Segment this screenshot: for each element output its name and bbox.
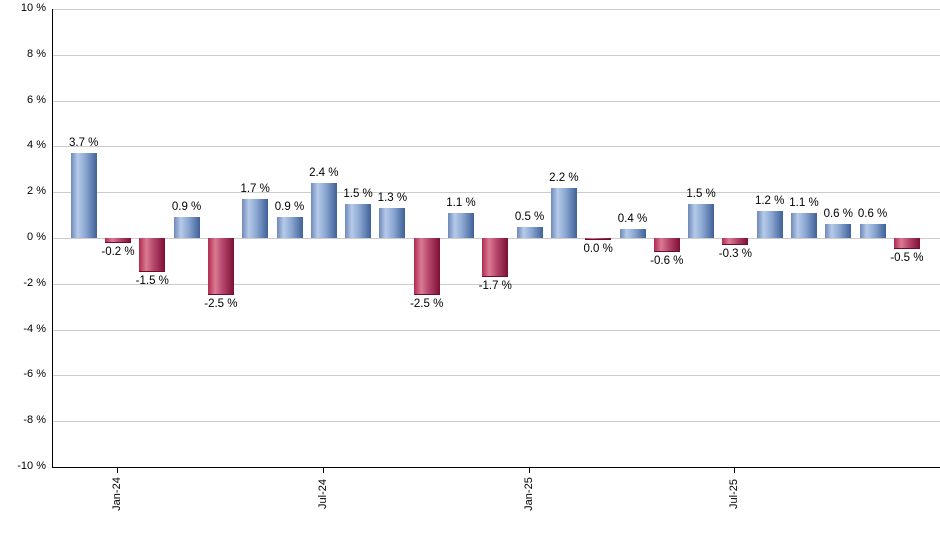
gridline-8 bbox=[53, 54, 940, 56]
bar-May-25 bbox=[653, 238, 680, 252]
y-axis-tick-label: 6 % bbox=[27, 93, 46, 106]
gridline--6 bbox=[53, 375, 940, 377]
gridline-6 bbox=[53, 100, 940, 102]
bar-value-label-Jul-24: 2.4 % bbox=[309, 167, 339, 180]
bar-value-label-May-25: -0.6 % bbox=[650, 254, 684, 267]
bar-value-label-Apr-24: -2.5 % bbox=[204, 298, 238, 311]
gridline-2 bbox=[53, 192, 940, 194]
y-axis-tick-label: 8 % bbox=[27, 47, 46, 60]
bar-Nov-24 bbox=[448, 212, 474, 238]
bar-value-label-May-24: 1.7 % bbox=[240, 183, 270, 196]
x-axis-tick-label-Jan-25: Jan-25 bbox=[522, 477, 535, 511]
bar-value-label-Oct-24: -2.5 % bbox=[410, 298, 444, 311]
bar-value-label-Mar-25: 0.0 % bbox=[583, 243, 613, 255]
bar-Jun-24 bbox=[276, 217, 303, 238]
bar-value-label-Sep-24: 1.3 % bbox=[377, 192, 408, 205]
gridline--2 bbox=[53, 283, 940, 285]
y-axis-tick-label: -4 % bbox=[23, 322, 46, 335]
bar-value-label-Jul-25: -0.3 % bbox=[718, 247, 753, 260]
bar-Mar-25 bbox=[585, 238, 612, 240]
bar-Aug-24 bbox=[345, 203, 372, 238]
y-axis-tick-label: -8 % bbox=[23, 414, 46, 427]
bar-Oct-25 bbox=[825, 224, 852, 238]
y-axis-tick-label: 10 % bbox=[20, 2, 46, 14]
bar-value-label-Feb-24: -1.5 % bbox=[135, 275, 169, 288]
y-axis-tick-label: -10 % bbox=[17, 460, 46, 472]
bar-Jun-25 bbox=[688, 203, 715, 238]
bar-value-label-Jan-24: -0.2 % bbox=[101, 245, 135, 258]
bar-value-label-Jun-24: 0.9 % bbox=[274, 201, 305, 214]
plot-area: 3.7 % -0.2 % -1.5 % 0.9 % -2.5 % 1.7 % 0.9 % 2.… bbox=[52, 9, 940, 468]
bar-Jul-24 bbox=[310, 183, 337, 238]
y-axis-tick-label: 2 % bbox=[27, 185, 46, 198]
x-axis-tick-Jul-24 bbox=[322, 467, 324, 473]
bar-value-label-Jan-25: 0.5 % bbox=[514, 210, 545, 223]
bar-Dec-23 bbox=[70, 153, 97, 238]
bar-Sep-24 bbox=[379, 208, 406, 238]
x-axis-tick-Jan-24 bbox=[117, 467, 118, 473]
bar-Feb-25 bbox=[550, 187, 577, 238]
x-axis-tick-Jan-25 bbox=[528, 467, 530, 473]
x-axis-tick-Jul-25 bbox=[734, 467, 736, 473]
bar-value-label-Dec-24: -1.7 % bbox=[478, 279, 512, 292]
bar-value-label-Jun-25: 1.5 % bbox=[686, 187, 716, 200]
bar-Jan-24 bbox=[105, 238, 131, 243]
x-axis-tick-label-Jul-24: Jul-24 bbox=[316, 479, 329, 509]
bar-value-label-Nov-24: 1.1 % bbox=[446, 196, 476, 209]
bar-value-label-Dec-23: 3.7 % bbox=[68, 137, 99, 150]
y-axis-tick-label: -2 % bbox=[23, 276, 46, 289]
bar-value-label-Aug-25: 1.2 % bbox=[754, 194, 785, 207]
bar-Aug-25 bbox=[756, 210, 783, 238]
y-axis-tick-label: 0 % bbox=[27, 231, 46, 243]
bar-Apr-24 bbox=[207, 238, 234, 296]
bar-value-label-Mar-24: 0.9 % bbox=[171, 201, 202, 214]
bar-Nov-25 bbox=[859, 224, 886, 238]
y-axis-tick-label: -6 % bbox=[23, 368, 46, 381]
bar-Oct-24 bbox=[413, 238, 440, 296]
x-axis-tick-label-Jul-25: Jul-25 bbox=[728, 479, 741, 509]
bar-value-label-Oct-25: 0.6 % bbox=[823, 208, 853, 221]
y-axis-tick-label: 4 % bbox=[27, 139, 46, 152]
gridline-4 bbox=[53, 146, 940, 148]
bar-Apr-25 bbox=[619, 228, 646, 238]
bar-value-label-Apr-25: 0.4 % bbox=[617, 212, 648, 225]
bar-value-label-Feb-25: 2.2 % bbox=[549, 171, 579, 184]
bar-value-label-Aug-24: 1.5 % bbox=[343, 187, 373, 200]
gridline-10 bbox=[53, 9, 940, 10]
bar-Mar-24 bbox=[173, 217, 200, 238]
bar-value-label-Sep-25: 1.1 % bbox=[789, 196, 819, 209]
bar-May-24 bbox=[242, 199, 269, 238]
bar-value-label-Nov-25: 0.6 % bbox=[857, 208, 888, 221]
bar-Sep-25 bbox=[791, 212, 817, 238]
bar-Jul-25 bbox=[722, 238, 749, 245]
bar-value-label-Dec-25: -0.5 % bbox=[890, 252, 924, 265]
bar-Dec-25 bbox=[893, 238, 920, 250]
gridline--4 bbox=[53, 329, 940, 331]
bar-Jan-25 bbox=[516, 226, 543, 238]
bar-Feb-24 bbox=[139, 238, 166, 273]
bar-Dec-24 bbox=[482, 238, 509, 277]
gridline--8 bbox=[53, 421, 940, 423]
x-axis-tick-label-Jan-24: Jan-24 bbox=[110, 477, 123, 511]
